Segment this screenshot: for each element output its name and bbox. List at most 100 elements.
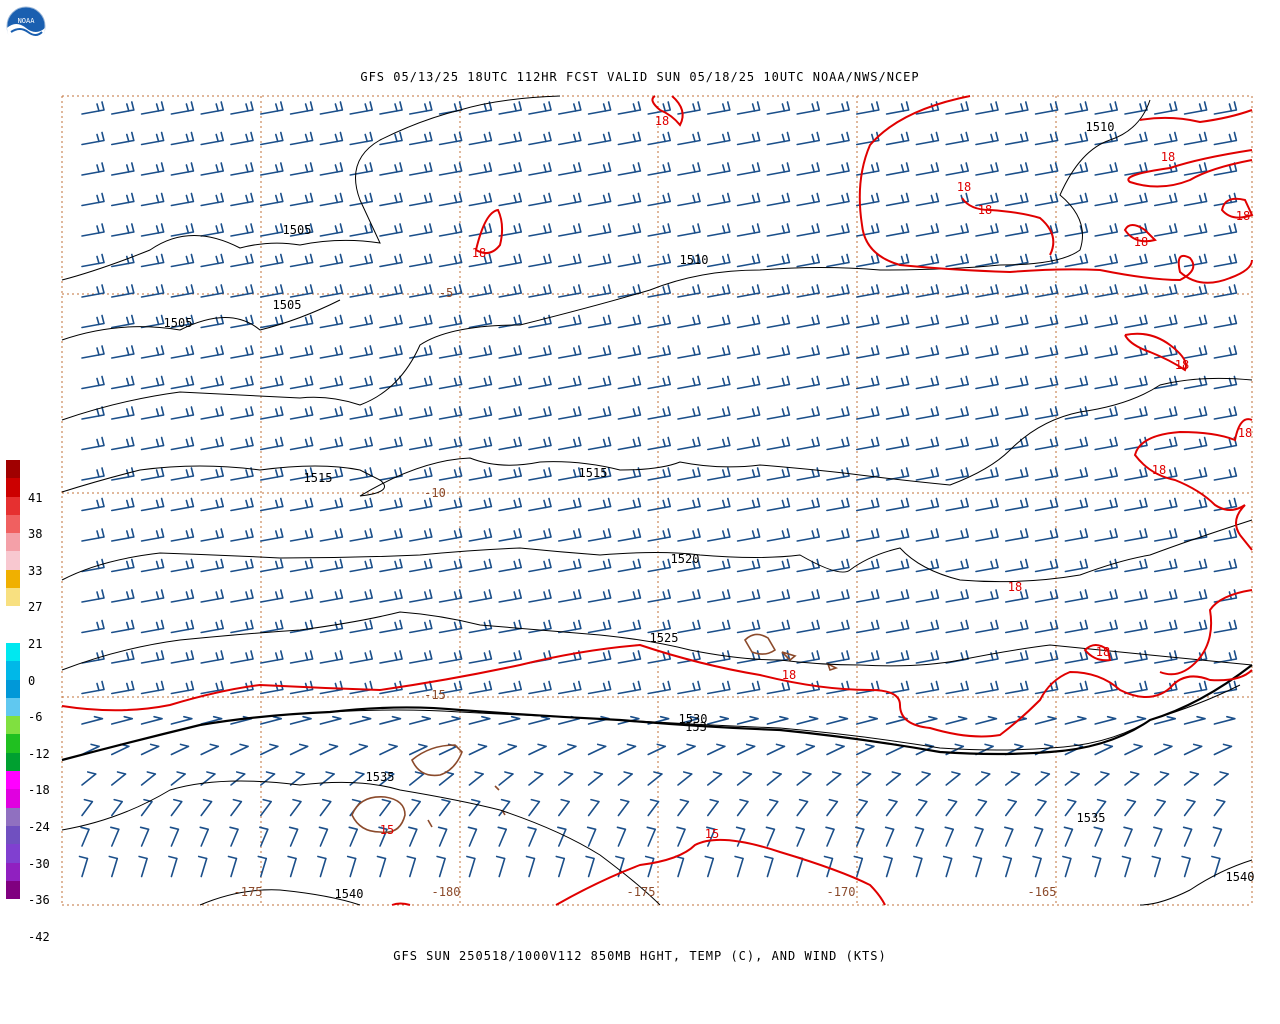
wind-barb <box>587 680 612 695</box>
wind-barb <box>915 680 940 695</box>
wind-barb <box>1183 131 1208 146</box>
wind-barb <box>975 680 999 695</box>
wind-barb <box>140 680 165 695</box>
wind-barb <box>1213 798 1226 817</box>
wind-barb <box>1212 826 1223 847</box>
wind-barb <box>856 314 880 329</box>
wind-barb <box>884 826 895 847</box>
wind-barb <box>647 162 671 176</box>
wind-barb <box>346 855 357 878</box>
wind-barb <box>558 375 582 390</box>
wind-barb <box>647 743 667 756</box>
wind-barb <box>1213 771 1229 786</box>
wind-barb <box>200 192 224 207</box>
wind-barb <box>498 650 522 664</box>
wind-barb <box>558 131 582 146</box>
wind-barb <box>676 826 686 847</box>
wind-barb <box>1004 826 1014 847</box>
coastline <box>427 785 506 828</box>
wind-barb <box>349 131 373 146</box>
wind-barb <box>200 715 223 725</box>
wind-barb <box>111 619 135 634</box>
wind-barb <box>885 589 910 603</box>
wind-barb <box>975 314 999 329</box>
wind-barb <box>197 855 208 878</box>
wind-barb <box>409 497 433 512</box>
wind-barb <box>975 253 999 268</box>
wind-barb <box>856 798 868 817</box>
wind-barb <box>140 650 165 664</box>
wind-barb <box>409 528 433 542</box>
wind-barb <box>736 284 761 298</box>
wind-barb <box>468 162 493 176</box>
wind-barb <box>230 345 254 359</box>
wind-barb <box>230 162 254 176</box>
wind-barb <box>289 497 314 512</box>
wind-barb <box>349 314 373 329</box>
wind-barb <box>677 131 701 146</box>
wind-barb <box>319 345 344 359</box>
wind-barb <box>736 558 761 573</box>
wind-barb <box>587 162 612 176</box>
wind-barb <box>260 528 284 542</box>
wind-barb <box>1034 406 1059 420</box>
wind-barb <box>200 467 224 481</box>
wind-barb <box>558 436 582 451</box>
scale-label: -6 <box>28 710 43 725</box>
wind-barb <box>111 345 135 359</box>
wind-barb <box>1213 223 1238 237</box>
wind-barb <box>200 284 224 298</box>
wind-barb <box>826 314 850 329</box>
wind-barb <box>409 771 425 786</box>
wind-barb <box>736 162 761 176</box>
wind-barb <box>796 284 820 298</box>
wind-barb <box>707 798 719 817</box>
wind-barb <box>140 284 165 298</box>
wind-barb <box>885 192 910 207</box>
wind-barb <box>587 253 612 268</box>
wind-barb <box>319 284 344 298</box>
wind-barb <box>349 223 373 237</box>
wind-barb <box>81 467 105 481</box>
scale-color-cell <box>6 569 20 589</box>
wind-barb <box>230 375 254 390</box>
wind-barb <box>587 798 600 817</box>
wind-barb <box>260 558 284 573</box>
wind-barb <box>766 497 791 512</box>
wind-barb <box>826 715 849 725</box>
wind-barb <box>1005 375 1029 390</box>
wind-barb <box>736 715 759 725</box>
wind-barb <box>319 223 344 237</box>
wind-barb <box>170 436 195 451</box>
wind-barb <box>826 497 850 512</box>
wind-barb <box>81 715 104 725</box>
wind-barb <box>1154 589 1178 603</box>
wind-barb <box>945 619 969 634</box>
wind-barb <box>885 314 910 329</box>
wind-barb <box>945 223 969 237</box>
scale-label: 0 <box>28 673 36 688</box>
temperature-contour <box>1124 332 1187 372</box>
wind-barb <box>707 497 731 512</box>
scale-label: -42 <box>28 929 50 944</box>
wind-barb <box>558 771 574 786</box>
wind-barb <box>200 406 224 420</box>
wind-barb <box>1124 131 1148 146</box>
wind-barb <box>975 771 991 786</box>
wind-barb <box>498 558 522 573</box>
wind-barb <box>975 589 999 603</box>
wind-barb <box>438 467 463 481</box>
wind-barb <box>289 162 314 176</box>
scale-color-cell <box>6 844 20 863</box>
wind-barb <box>796 558 820 573</box>
height-label: 1520 <box>671 552 700 566</box>
wind-barb <box>1154 715 1177 725</box>
wind-barb <box>1154 558 1178 573</box>
wind-barb <box>1064 223 1089 237</box>
scale-label: -12 <box>28 746 50 761</box>
wind-barb <box>379 162 403 176</box>
wind-barb <box>796 497 820 512</box>
wind-barb <box>856 406 880 420</box>
wind-barb <box>915 284 940 298</box>
wind-barb <box>1124 771 1140 786</box>
